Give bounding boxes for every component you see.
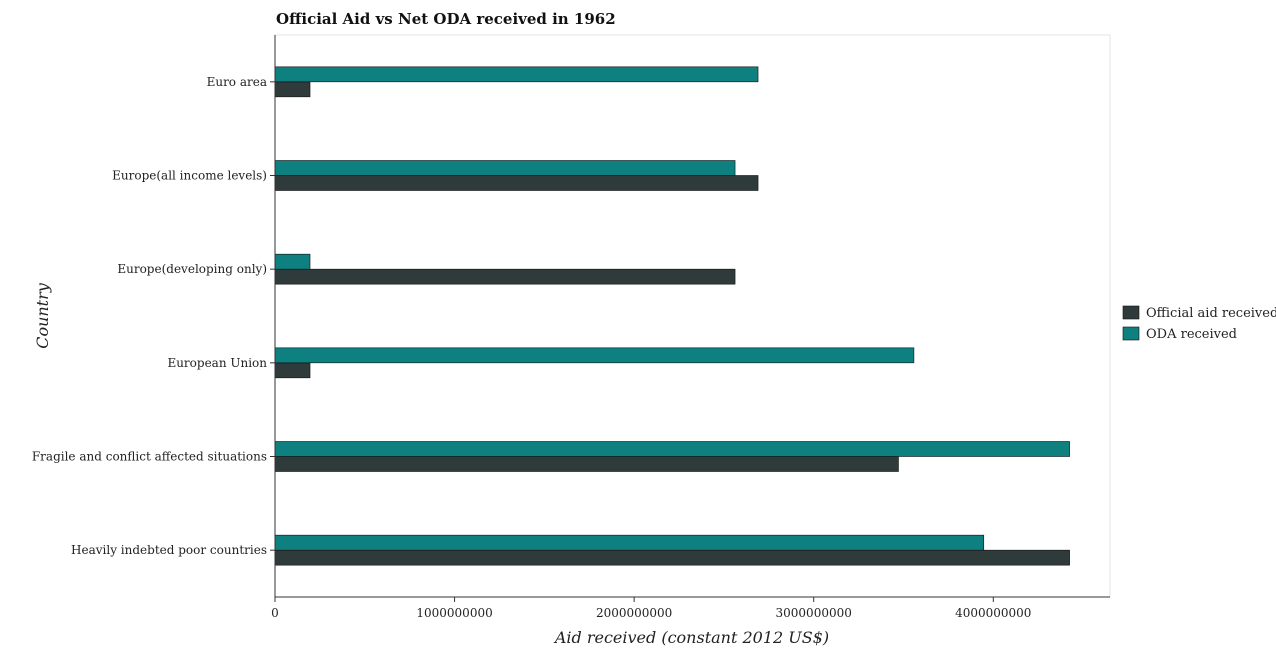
- x-tick-label-4: 4000000000: [955, 606, 1031, 620]
- bar-official-aid-3: [274, 362, 311, 379]
- legend-swatch-0: [1122, 305, 1140, 320]
- x-axis-label: Aid received (constant 2012 US$): [553, 628, 829, 647]
- bar-official-aid-1: [274, 175, 759, 191]
- bar-oda-3: [274, 347, 915, 364]
- legend-label-1: ODA received: [1146, 327, 1237, 342]
- x-tick-label-3: 3000000000: [776, 606, 852, 620]
- legend-swatch-1: [1122, 326, 1140, 341]
- bar-official-aid-5: [274, 549, 1070, 566]
- bar-oda-1: [274, 160, 736, 176]
- bar-oda-2: [274, 253, 311, 270]
- y-tick-label-3: European Union: [167, 356, 267, 370]
- bar-oda-4: [274, 441, 1070, 457]
- bar-official-aid-2: [274, 268, 736, 285]
- x-tick-label-1: 1000000000: [416, 606, 492, 620]
- y-tick-label-5: Heavily indebted poor countries: [71, 543, 267, 557]
- y-tick-label-1: Europe(all income levels): [112, 169, 267, 183]
- x-tick-label-2: 2000000000: [596, 606, 672, 620]
- bar-oda-5: [274, 534, 985, 551]
- y-axis: Euro area Europe(all income levels) Europe…: [32, 35, 276, 597]
- x-tick-label-0: 0: [271, 606, 279, 620]
- bars-group: [274, 66, 1070, 566]
- x-axis: 0 1000000000 2000000000 3000000000 400000000…: [271, 596, 1110, 620]
- legend-label-0: Official aid received: [1146, 306, 1276, 321]
- bar-official-aid-0: [274, 81, 311, 98]
- chart-title: Official Aid vs Net ODA received in 1962: [276, 10, 616, 28]
- y-tick-label-2: Europe(developing only): [117, 262, 267, 276]
- legend: Official aid received ODA received: [1122, 305, 1276, 342]
- y-axis-label: Country: [33, 282, 52, 349]
- y-tick-label-4: Fragile and conflict affected situations: [32, 450, 267, 464]
- y-tick-label-0: Euro area: [207, 75, 267, 89]
- bar-oda-0: [274, 66, 759, 83]
- plot-area: [274, 34, 1111, 598]
- bar-official-aid-4: [274, 456, 899, 472]
